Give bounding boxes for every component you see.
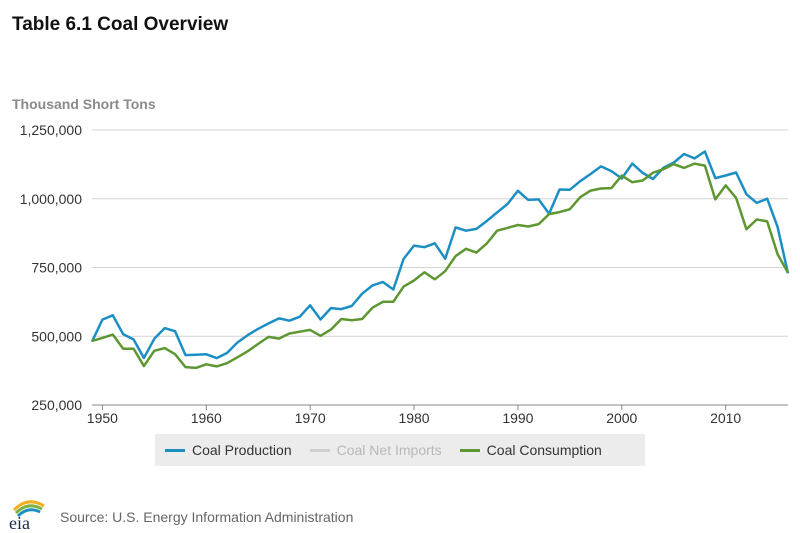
x-axis-tick-labels: 1950 1960 1970 1980 1990 2000 2010 [87,410,742,426]
legend-label-net-imports: Coal Net Imports [336,442,442,458]
eia-logo-icon: eia [9,500,45,532]
y-tick-label: 250,000 [31,397,82,413]
legend-swatch-production [165,448,185,452]
series-lines [90,150,790,370]
legend-label-production: Coal Production [192,442,292,458]
y-tick-label: 750,000 [31,260,82,276]
y-tick-label: 500,000 [31,328,82,344]
y-axis-unit-label: Thousand Short Tons [12,96,156,112]
chart-legend: Coal Production Coal Net Imports Coal Co… [155,434,645,466]
page-title: Table 6.1 Coal Overview [12,14,229,35]
x-tick-label: 1990 [502,410,533,426]
x-tick-label: 2000 [606,410,637,426]
x-tick-label: 1980 [398,410,429,426]
series-line-production[interactable] [90,150,790,360]
legend-item-production[interactable]: Coal Production [165,442,292,458]
x-tick-label: 2010 [710,410,741,426]
grid-lines [92,129,788,410]
y-axis-tick-labels: 250,000 500,000 750,000 1,000,000 1,250,000 [20,122,83,413]
footer: eia Source: U.S. Energy Information Admi… [6,496,353,532]
legend-swatch-net-imports [309,448,330,452]
x-tick-label: 1970 [295,410,326,426]
y-tick-label: 1,000,000 [20,191,82,207]
series-line-consumption[interactable] [91,162,790,370]
legend-label-consumption: Coal Consumption [486,442,602,458]
x-tick-label: 1960 [191,410,222,426]
legend-swatch-consumption [459,448,480,452]
x-tick-label: 1950 [87,410,118,426]
source-note: Source: U.S. Energy Information Administ… [60,509,354,525]
y-tick-label: 1,250,000 [20,122,82,138]
legend-item-net-imports[interactable]: Coal Net Imports [309,442,442,458]
svg-text:eia: eia [9,513,30,532]
legend-item-consumption[interactable]: Coal Consumption [459,442,602,458]
